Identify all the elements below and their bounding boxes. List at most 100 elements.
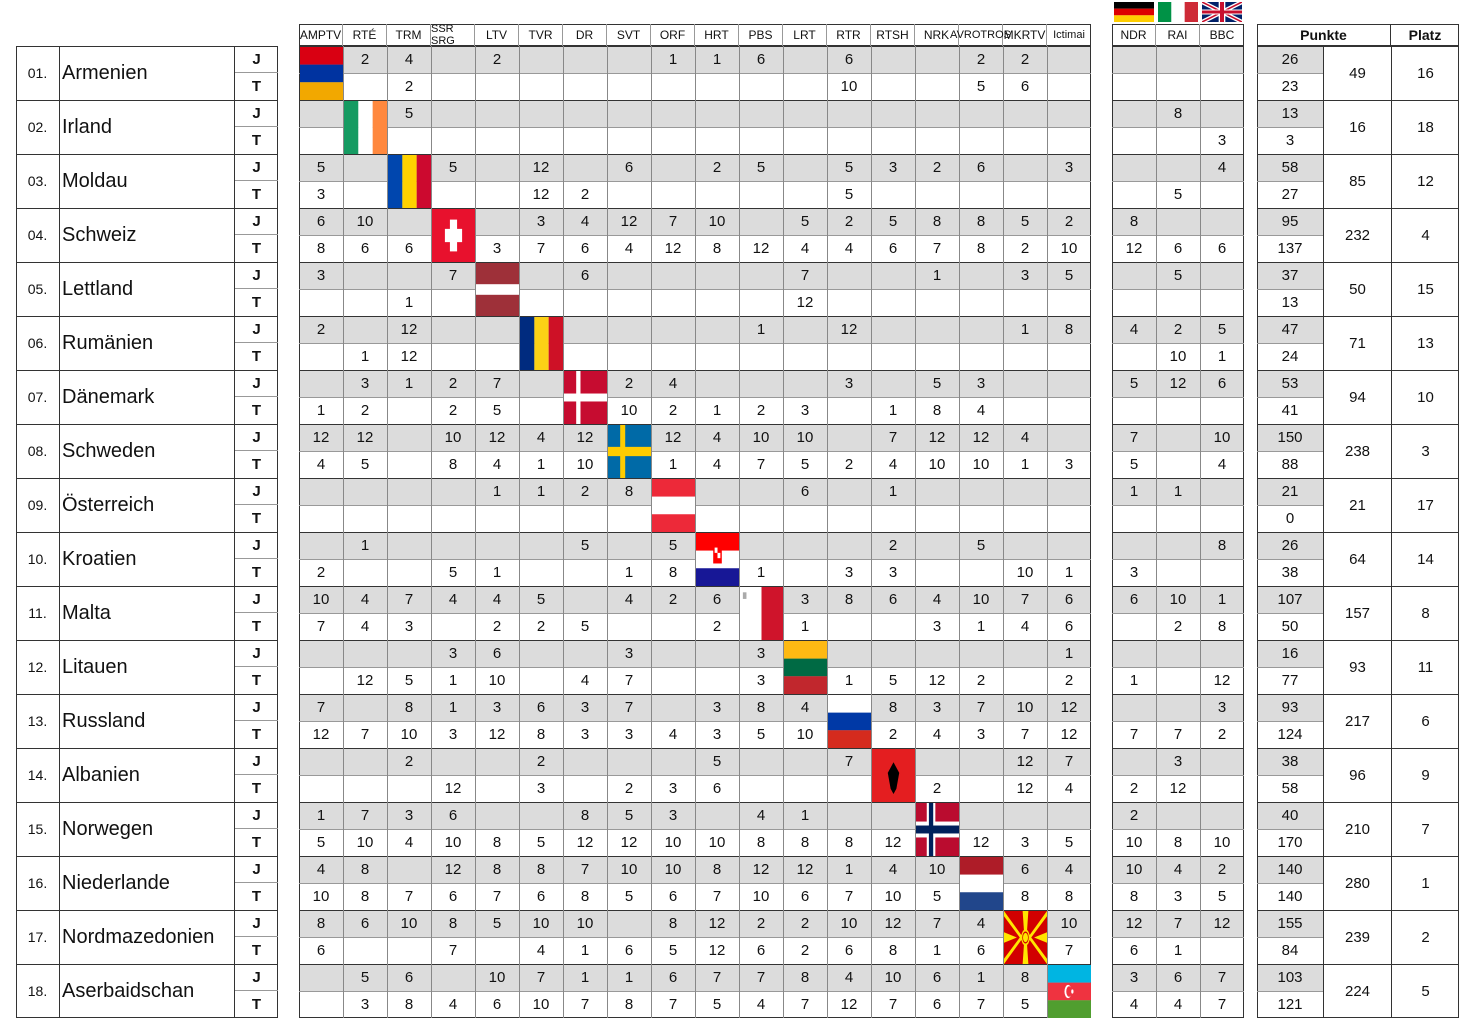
jury-score: 8 [1020,969,1030,986]
row-line [1257,775,1323,776]
televote-sum: 88 [1281,456,1299,473]
country-number: 13. [16,694,60,748]
jury-score: 5 [536,591,546,608]
jury-score: 4 [448,591,458,608]
televote-score: 2 [492,618,502,635]
televote-score: 3 [888,564,898,581]
televote-label: T [251,510,262,527]
jt-divider [234,586,235,640]
special-televote-score: 12 [1169,780,1187,797]
jury-score: 12 [620,213,638,230]
block-line [1257,640,1459,641]
jt-divider [234,424,235,478]
televote-score: 2 [844,456,854,473]
jury-score: 6 [844,51,854,68]
final-place: 18 [1417,118,1434,136]
special-televote-score: 8 [1173,834,1183,851]
col-line [695,46,696,1018]
col-line [563,46,564,1018]
jury-score: 2 [712,159,722,176]
televote-score: 10 [664,834,682,851]
jury-row-bg [1258,155,1323,181]
country-name: Russland [62,709,146,732]
romania-flag-icon [520,317,563,370]
televote-score: 3 [580,726,590,743]
russia-flag-icon [828,695,871,748]
special-televote-score: 10 [1169,348,1187,365]
televote-sum: 84 [1281,942,1299,959]
televote-sum: 170 [1277,834,1303,851]
final-place: 1 [1421,874,1430,892]
special-jury-score: 5 [1173,267,1183,284]
col-line [1003,46,1004,1018]
jury-score: 7 [844,753,854,770]
jury-score: 7 [492,375,502,392]
special-broadcaster-label: NDR [1112,24,1156,46]
televote-score: 3 [756,672,766,689]
televote-score: 7 [800,996,810,1013]
latvia-flag-icon [476,263,519,316]
special-jury-score: 5 [1129,375,1139,392]
broadcaster-label: PBS [739,24,783,46]
televote-score: 3 [932,618,942,635]
televote-sum: 13 [1281,294,1299,311]
block-line [1112,694,1244,695]
total-points: 157 [1344,604,1371,622]
jury-score: 6 [976,159,986,176]
final-place: 3 [1421,442,1430,460]
televote-score: 6 [404,240,414,257]
special-jury-score: 4 [1217,159,1227,176]
jury-score: 5 [712,753,722,770]
jury-score: 3 [712,699,722,716]
jury-score: 4 [888,861,898,878]
jury-score: 5 [1020,213,1030,230]
televote-sum: 27 [1281,186,1299,203]
televote-score: 6 [712,780,722,797]
jury-score: 3 [800,591,810,608]
televote-score: 6 [316,942,326,959]
special-televote-score: 6 [1217,240,1227,257]
televote-score: 10 [972,456,990,473]
jury-sum: 93 [1281,699,1299,716]
jury-score: 10 [312,591,330,608]
jury-score: 1 [932,267,942,284]
jury-score: 12 [312,429,330,446]
jury-score: 6 [1064,591,1074,608]
jury-score: 2 [976,51,986,68]
televote-score: 5 [844,186,854,203]
block-line [1112,154,1244,155]
block-line [1257,964,1459,965]
jury-score: 8 [316,915,326,932]
col-line [1156,46,1157,1018]
jt-divider [234,964,235,1018]
jury-score: 1 [888,483,898,500]
jury-score: 4 [844,969,854,986]
televote-score: 7 [360,726,370,743]
jury-sum: 155 [1277,915,1303,932]
televote-score: 2 [316,564,326,581]
televote-score: 6 [360,240,370,257]
block-line [1257,748,1459,749]
row-line [1257,235,1323,236]
country-name: Aserbaidschan [62,979,195,1002]
televote-score: 10 [620,402,638,419]
televote-score: 10 [928,456,946,473]
final-place: 5 [1421,982,1430,1000]
jury-label: J [235,802,278,829]
televote-score: 3 [1020,834,1030,851]
televote-label: T [251,618,262,635]
total-points: 224 [1344,982,1371,1000]
televote-score: 12 [488,726,506,743]
special-televote-score: 1 [1129,672,1139,689]
final-place: 13 [1417,334,1434,352]
jury-score: 1 [580,969,590,986]
jury-score: 12 [1060,699,1078,716]
jury-score: 12 [664,429,682,446]
televote-score: 2 [712,618,722,635]
jury-score: 5 [932,375,942,392]
jury-row-bg [1113,911,1243,937]
col-line [959,46,960,1018]
country-name: Kroatien [62,547,137,570]
jury-row-bg [1258,749,1323,775]
row-line [1257,451,1323,452]
